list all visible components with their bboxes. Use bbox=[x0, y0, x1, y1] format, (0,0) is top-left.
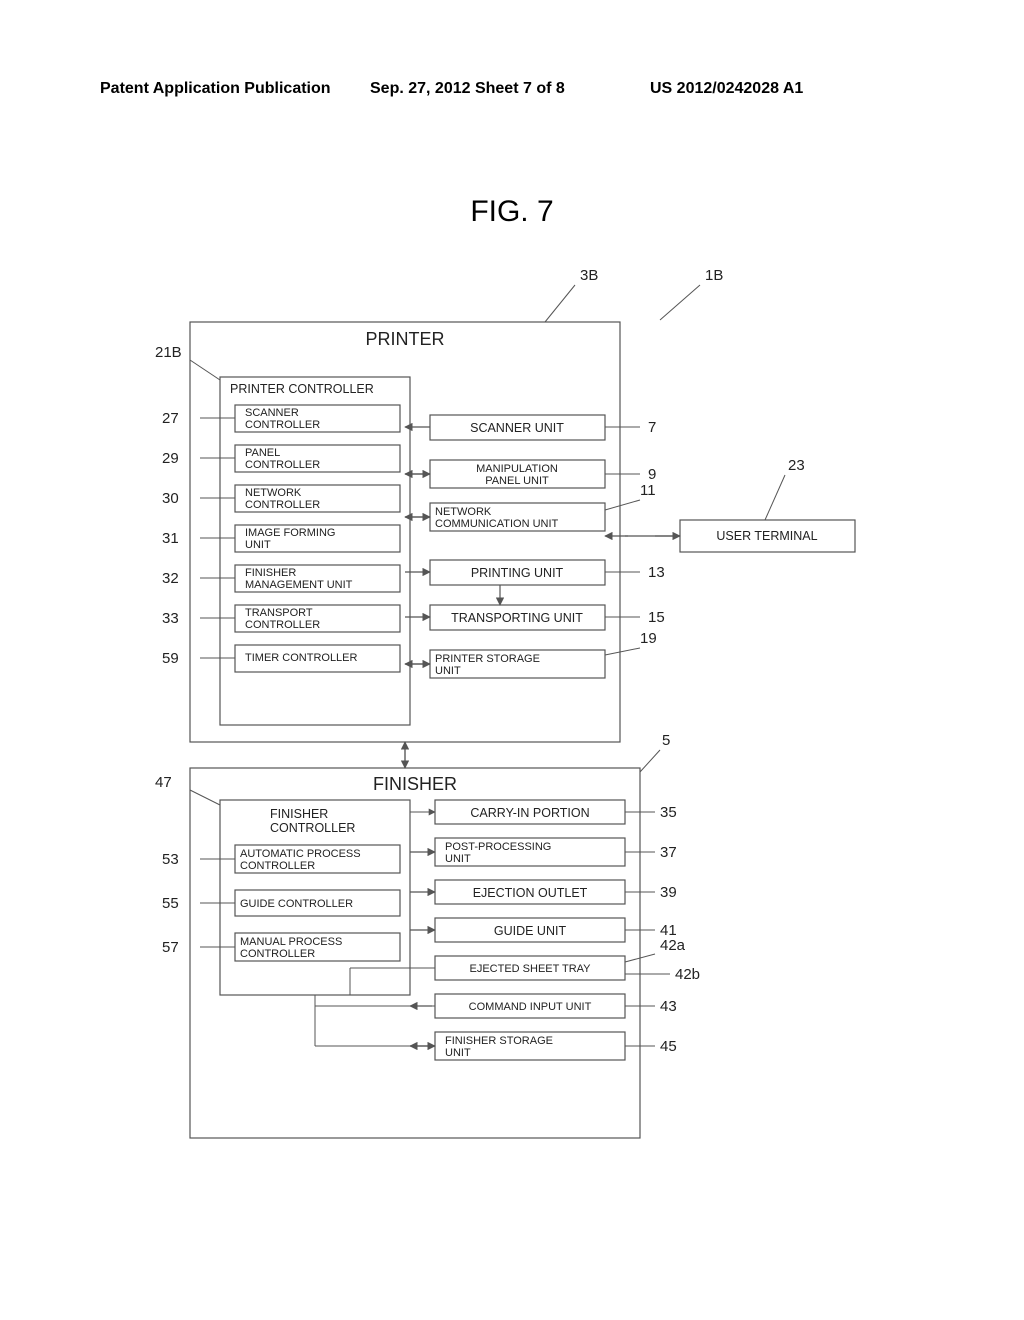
r: 27 bbox=[162, 410, 179, 427]
u: UNIT bbox=[445, 853, 471, 865]
r: 9 bbox=[648, 466, 656, 483]
u: PRINTING UNIT bbox=[471, 566, 564, 580]
r: 57 bbox=[162, 939, 179, 956]
r: 33 bbox=[162, 610, 179, 627]
figure-title: FIG. 7 bbox=[0, 195, 1024, 229]
u: EJECTION OUTLET bbox=[473, 886, 588, 900]
printer-title: PRINTER bbox=[365, 329, 444, 349]
u: TRANSPORTING UNIT bbox=[451, 611, 583, 625]
r: 47 bbox=[155, 774, 172, 791]
r: 39 bbox=[660, 884, 677, 901]
finisher-controller-title1: FINISHER bbox=[270, 807, 328, 821]
header-right: US 2012/0242028 A1 bbox=[650, 80, 803, 98]
u: PANEL UNIT bbox=[485, 475, 549, 487]
u: POST-PROCESSING bbox=[445, 841, 551, 853]
r: 31 bbox=[162, 530, 179, 547]
user-terminal-label: USER TERMINAL bbox=[716, 529, 817, 543]
r: 29 bbox=[162, 450, 179, 467]
u: FINISHER bbox=[245, 567, 296, 579]
printer-controller-title: PRINTER CONTROLLER bbox=[230, 382, 374, 396]
u: TIMER CONTROLLER bbox=[245, 652, 358, 664]
r: 43 bbox=[660, 998, 677, 1015]
u: COMMUNICATION UNIT bbox=[435, 518, 559, 530]
u: CONTROLLER bbox=[245, 619, 320, 631]
u: GUIDE CONTROLLER bbox=[240, 898, 353, 910]
r: 5 bbox=[662, 732, 670, 749]
finisher-controller-title2: CONTROLLER bbox=[270, 821, 355, 835]
finisher-title: FINISHER bbox=[373, 774, 457, 794]
header-mid: Sep. 27, 2012 Sheet 7 of 8 bbox=[370, 80, 565, 98]
u: MANAGEMENT UNIT bbox=[245, 579, 353, 591]
u: IMAGE FORMING bbox=[245, 527, 335, 539]
r: 45 bbox=[660, 1038, 677, 1055]
r: 37 bbox=[660, 844, 677, 861]
r: 11 bbox=[640, 482, 656, 499]
header-left: Patent Application Publication bbox=[100, 80, 331, 98]
r: 15 bbox=[648, 609, 665, 626]
u: MANUAL PROCESS bbox=[240, 936, 342, 948]
diagram: PRINTER 3B 1B PRINTER CONTROLLER 21B SCA… bbox=[100, 260, 920, 1160]
r: 59 bbox=[162, 650, 179, 667]
r: 42a bbox=[660, 937, 686, 954]
u: NETWORK bbox=[435, 506, 492, 518]
ref-21B: 21B bbox=[155, 344, 182, 361]
u: UNIT bbox=[435, 665, 461, 677]
u: UNIT bbox=[245, 539, 271, 551]
r: 35 bbox=[660, 804, 677, 821]
r: 19 bbox=[640, 630, 657, 647]
u: FINISHER STORAGE bbox=[445, 1035, 553, 1047]
u: TRANSPORT bbox=[245, 607, 313, 619]
r: 53 bbox=[162, 851, 179, 868]
u: SCANNER bbox=[245, 407, 299, 419]
ref-1B: 1B bbox=[705, 267, 723, 284]
u: CONTROLLER bbox=[245, 499, 320, 511]
u: UNIT bbox=[445, 1047, 471, 1059]
u: COMMAND INPUT UNIT bbox=[469, 1001, 592, 1013]
r: 55 bbox=[162, 895, 179, 912]
u: AUTOMATIC PROCESS bbox=[240, 848, 361, 860]
r: 23 bbox=[788, 457, 805, 474]
u: GUIDE UNIT bbox=[494, 924, 567, 938]
u: SCANNER UNIT bbox=[470, 421, 564, 435]
r: 30 bbox=[162, 490, 179, 507]
u: MANIPULATION bbox=[476, 463, 558, 475]
u: NETWORK bbox=[245, 487, 302, 499]
u: EJECTED SHEET TRAY bbox=[469, 963, 591, 975]
u: CARRY-IN PORTION bbox=[470, 806, 589, 820]
r: 13 bbox=[648, 564, 665, 581]
patent-page: Patent Application Publication Sep. 27, … bbox=[0, 0, 1024, 1320]
u: PANEL bbox=[245, 447, 280, 459]
u: PRINTER STORAGE bbox=[435, 653, 540, 665]
u: CONTROLLER bbox=[245, 459, 320, 471]
r: 32 bbox=[162, 570, 179, 587]
ref-3B: 3B bbox=[580, 267, 598, 284]
u: CONTROLLER bbox=[240, 860, 315, 872]
r: 7 bbox=[648, 419, 656, 436]
r: 42b bbox=[675, 966, 700, 983]
u: CONTROLLER bbox=[240, 948, 315, 960]
u: CONTROLLER bbox=[245, 419, 320, 431]
